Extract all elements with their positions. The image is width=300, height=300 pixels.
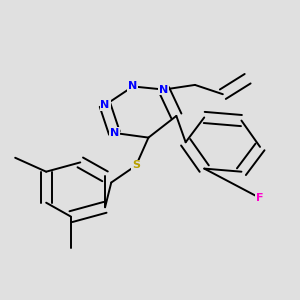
Text: F: F (256, 193, 264, 203)
Text: N: N (159, 85, 169, 94)
Text: N: N (110, 128, 119, 138)
Text: S: S (132, 160, 140, 170)
Text: N: N (128, 82, 138, 92)
Text: N: N (100, 100, 110, 110)
